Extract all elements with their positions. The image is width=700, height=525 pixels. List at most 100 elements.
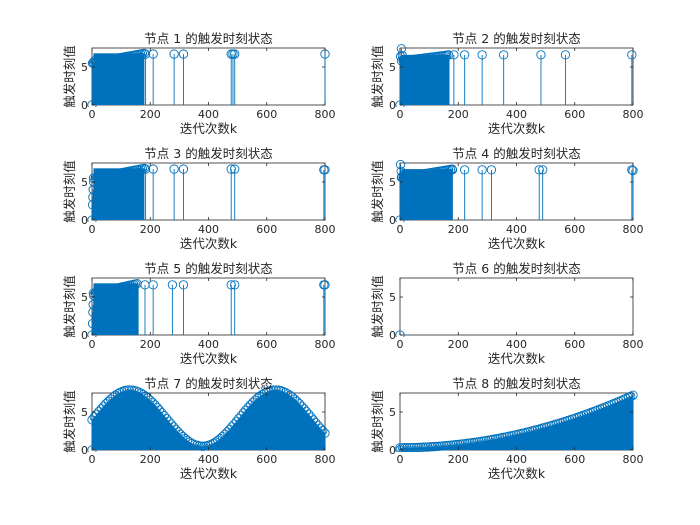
stem-marker	[427, 442, 438, 452]
stem-marker	[238, 408, 249, 418]
stem-marker	[234, 413, 244, 424]
stem-marker	[152, 402, 162, 413]
stem-marker	[397, 443, 407, 452]
stem-marker	[395, 51, 406, 62]
y-tick-label: 0	[81, 214, 88, 227]
stem-marker	[206, 439, 216, 450]
stem-marker	[115, 387, 125, 398]
stem-marker	[560, 50, 571, 60]
stem-marker	[148, 49, 158, 59]
stem-marker	[164, 416, 174, 426]
stem-marker	[486, 165, 497, 175]
y-tick-label: 5	[389, 176, 396, 189]
stem-marker	[396, 166, 406, 177]
stem-marker	[226, 164, 236, 174]
stem-marker	[538, 165, 548, 175]
x-tick-label: 600	[256, 453, 277, 466]
stem-marker	[413, 442, 424, 452]
subplot-title: 节点 8 的触发时刻状态	[452, 376, 580, 391]
x-axis-label: 迭代次数k	[180, 351, 238, 366]
stem-marker	[245, 400, 256, 410]
data-layer	[87, 48, 330, 107]
x-tick-label: 600	[564, 223, 585, 236]
x-tick-label: 600	[564, 338, 585, 351]
stem-marker	[259, 388, 270, 398]
stem-marker	[94, 406, 104, 417]
x-tick-label: 800	[623, 108, 644, 121]
stem-marker	[400, 443, 410, 452]
stem-marker	[534, 165, 544, 175]
stem-marker	[87, 445, 97, 452]
stem-marker	[157, 408, 167, 418]
stem-marker	[395, 159, 406, 170]
x-tick-label: 200	[140, 223, 161, 236]
stem-marker	[147, 397, 158, 408]
stem-marker	[443, 50, 454, 60]
stem-marker	[252, 393, 263, 403]
stem-marker	[395, 100, 405, 107]
stem-marker	[108, 392, 118, 402]
axes-box	[399, 277, 634, 336]
stem-marker	[409, 442, 419, 452]
stem-marker	[154, 405, 165, 415]
stem-marker	[395, 330, 405, 337]
subplot-title: 节点 5 的触发时刻状态	[144, 261, 272, 276]
subplot-title: 节点 6 的触发时刻状态	[452, 261, 580, 276]
stem-marker	[416, 442, 426, 452]
x-tick-label: 0	[397, 223, 404, 236]
stem-marker	[89, 290, 99, 301]
stem-marker	[255, 391, 265, 401]
x-axis-label: 迭代次数k	[180, 236, 238, 251]
y-tick-label: 5	[81, 176, 88, 189]
y-tick-label: 0	[389, 444, 396, 457]
stem-marker	[136, 388, 146, 398]
stem-marker	[499, 50, 509, 60]
y-axis-label: 触发时刻值	[370, 390, 385, 453]
y-tick-label: 5	[389, 61, 396, 74]
x-tick-label: 800	[315, 223, 336, 236]
x-tick-label: 400	[506, 453, 527, 466]
stem-marker	[411, 442, 421, 452]
x-tick-label: 200	[448, 223, 469, 236]
x-tick-label: 400	[506, 338, 527, 351]
stem-marker	[623, 392, 633, 403]
stem-marker	[402, 443, 412, 452]
stem-marker	[224, 424, 235, 435]
stem-marker	[180, 433, 190, 444]
stem-marker	[140, 164, 151, 174]
x-tick-label: 400	[506, 223, 527, 236]
stem-marker	[169, 49, 179, 59]
stem-marker	[148, 280, 158, 290]
y-tick-label: 0	[389, 329, 396, 342]
stem-marker	[304, 409, 314, 419]
stem-marker	[536, 50, 546, 60]
x-axis-label: 迭代次数k	[488, 121, 546, 136]
x-tick-label: 0	[397, 108, 404, 121]
stem-marker	[210, 437, 221, 447]
stem-marker	[301, 406, 312, 417]
x-tick-label: 400	[198, 108, 219, 121]
x-tick-label: 800	[315, 108, 336, 121]
stem-marker	[182, 435, 193, 446]
stem-marker	[626, 391, 636, 401]
data-layer	[395, 390, 638, 452]
y-tick-label: 0	[81, 444, 88, 457]
stem-marker	[96, 404, 106, 414]
x-tick-label: 400	[506, 108, 527, 121]
x-tick-label: 600	[564, 453, 585, 466]
y-axis-label: 触发时刻值	[62, 275, 77, 338]
x-tick-label: 600	[564, 108, 585, 121]
stem-marker	[311, 418, 321, 428]
stem-marker	[139, 48, 149, 59]
x-tick-label: 200	[448, 453, 469, 466]
stem-marker	[318, 426, 328, 436]
stem-marker	[292, 396, 302, 406]
x-tick-label: 200	[448, 108, 469, 121]
stem-marker	[449, 50, 459, 60]
stem-marker	[167, 280, 178, 290]
stem-marker	[138, 389, 148, 400]
